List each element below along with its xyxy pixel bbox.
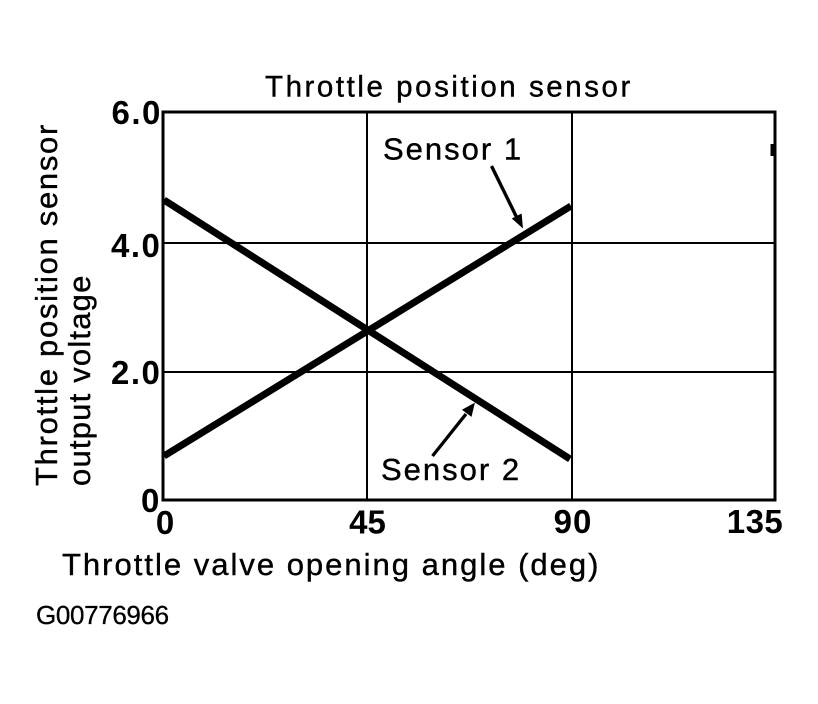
svg-text:4.0: 4.0 [111,227,161,264]
svg-text:Throttle position sensor: Throttle position sensor [265,71,633,104]
svg-text:0: 0 [141,482,159,519]
svg-text:output voltage: output voltage [62,274,97,486]
svg-text:45: 45 [349,504,386,541]
svg-text:Sensor 2: Sensor 2 [381,452,521,487]
svg-text:G00776966: G00776966 [36,600,169,630]
svg-text:2.0: 2.0 [111,354,161,391]
svg-text:90: 90 [554,503,593,540]
svg-text:Sensor 1: Sensor 1 [383,132,523,167]
svg-text:6.0: 6.0 [112,94,162,131]
svg-text:Throttle position sensor: Throttle position sensor [29,123,64,486]
svg-text:135: 135 [727,503,784,540]
svg-text:Throttle valve opening angle (: Throttle valve opening angle (deg) [62,547,600,582]
svg-text:0: 0 [156,504,174,541]
